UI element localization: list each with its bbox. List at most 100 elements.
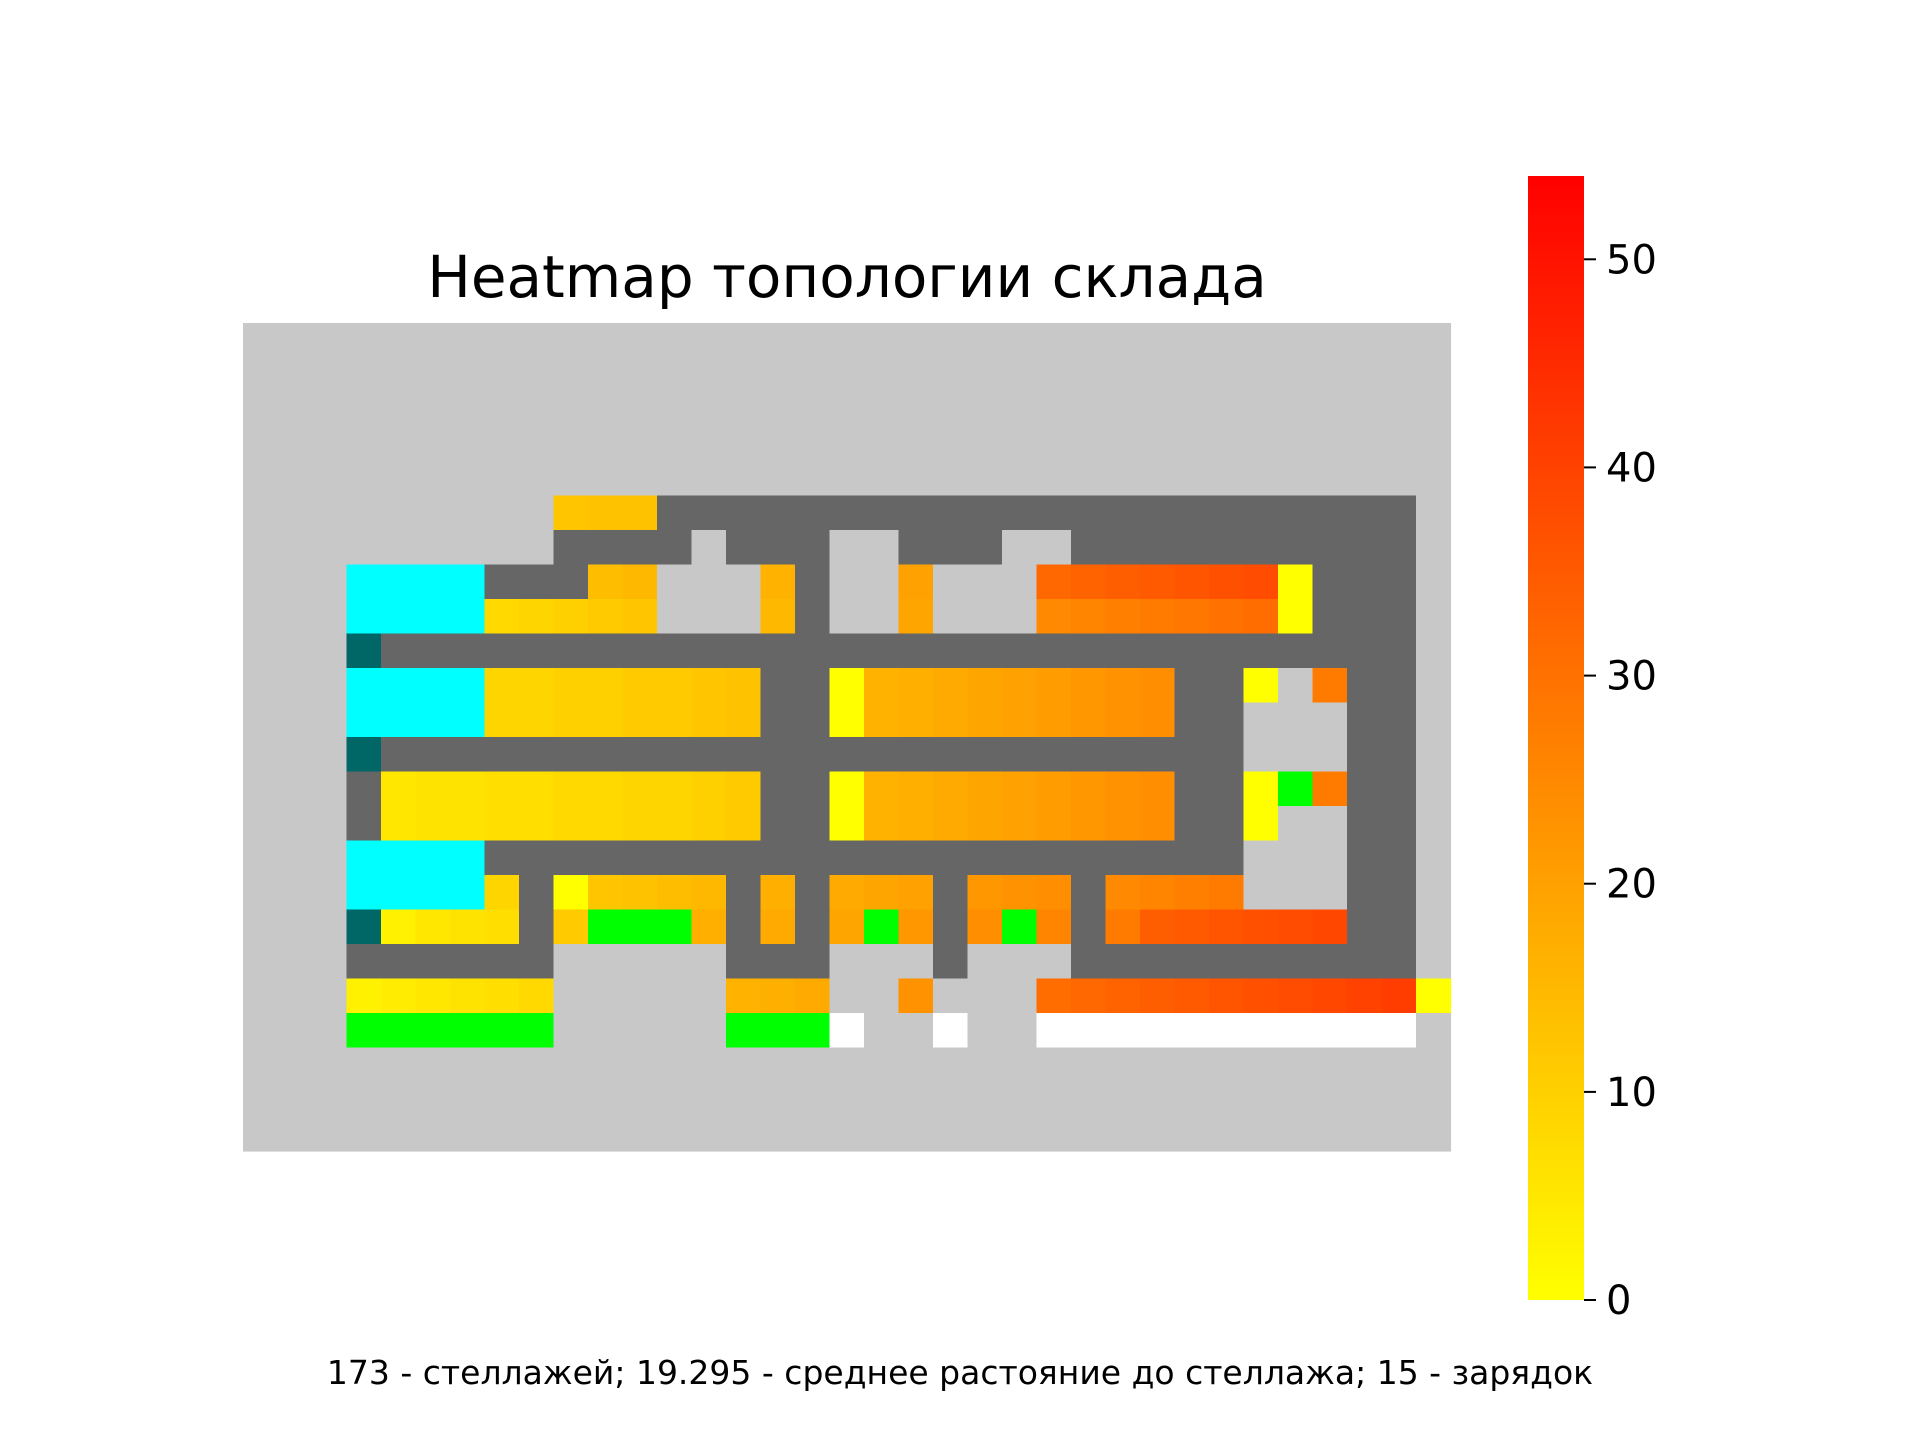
heatmap-cell-outside	[726, 461, 762, 497]
heatmap-cell-outside	[243, 737, 279, 773]
heatmap-cell-aisle	[1381, 530, 1417, 566]
heatmap-cell-outside	[346, 1047, 382, 1083]
heatmap-cell-outside	[933, 426, 969, 462]
heatmap-cell-outside	[1381, 1116, 1417, 1152]
heatmap-cell-outside	[726, 1116, 762, 1152]
heatmap-cell-value	[588, 771, 624, 807]
heatmap-cell-outside	[1209, 357, 1245, 393]
heatmap-cell-outside	[1416, 944, 1452, 980]
heatmap-cell-outside	[1243, 840, 1279, 876]
heatmap-cell-aisle	[795, 840, 831, 876]
heatmap-cell-outside	[553, 461, 589, 497]
colorbar-tick-label: 10	[1606, 1070, 1657, 1116]
heatmap-cell-outside	[691, 978, 727, 1014]
heatmap-cell-outside	[657, 1013, 693, 1049]
heatmap-cell-outside	[691, 323, 727, 359]
heatmap-cell-outside	[829, 530, 865, 566]
heatmap-cell-value	[1209, 564, 1245, 600]
heatmap-cell-outside	[657, 1047, 693, 1083]
heatmap-cell-value	[415, 771, 451, 807]
heatmap-cell-value	[726, 978, 762, 1014]
heatmap-cell-aisle	[553, 737, 589, 773]
heatmap-cell-aisle	[553, 840, 589, 876]
heatmap-cell-outside	[1002, 944, 1038, 980]
heatmap-cell-aisle	[1140, 530, 1176, 566]
heatmap-cell-outside	[1416, 495, 1452, 531]
heatmap-cell-value	[1140, 978, 1176, 1014]
heatmap-cell-value	[829, 771, 865, 807]
heatmap-cell-aisle	[829, 840, 865, 876]
heatmap-cell-outside	[450, 357, 486, 393]
heatmap-cell-value	[1071, 599, 1107, 635]
heatmap-cell-aisle	[1381, 771, 1417, 807]
heatmap-cell-outside	[277, 1013, 313, 1049]
heatmap-cell-green	[415, 1013, 451, 1049]
heatmap-cell-value	[450, 806, 486, 842]
heatmap-cell-value	[519, 599, 555, 635]
colorbar-tick-label: 40	[1606, 445, 1657, 491]
heatmap-cell-zone	[346, 599, 382, 635]
heatmap-cell-outside	[243, 357, 279, 393]
heatmap-cell-green	[657, 909, 693, 945]
heatmap-cell-outside	[1174, 323, 1210, 359]
heatmap-cell-outside	[1140, 357, 1176, 393]
heatmap-cell-aisle	[1002, 840, 1038, 876]
heatmap-cell-outside	[1071, 1047, 1107, 1083]
heatmap-cell-outside	[829, 1082, 865, 1118]
heatmap-cell-aisle	[1209, 944, 1245, 980]
heatmap-cell-aisle	[691, 737, 727, 773]
heatmap-cell-outside	[243, 633, 279, 669]
heatmap-cell-value	[967, 909, 1003, 945]
heatmap-cell-aisle	[1071, 875, 1107, 911]
heatmap-cell-zone	[381, 599, 417, 635]
heatmap-cell-value	[1036, 702, 1072, 738]
heatmap-cell-outside	[1071, 323, 1107, 359]
heatmap-cell-outside	[864, 1047, 900, 1083]
heatmap-cell-aisle	[519, 564, 555, 600]
heatmap-cell-aisle	[346, 771, 382, 807]
heatmap-cell-zone	[415, 875, 451, 911]
heatmap-cell-outside	[553, 392, 589, 428]
heatmap-cell-outside	[829, 1116, 865, 1152]
heatmap-cell-value	[484, 909, 520, 945]
heatmap-cell-outside	[1209, 1047, 1245, 1083]
heatmap-cell-value	[898, 564, 934, 600]
heatmap-cell-value	[864, 806, 900, 842]
heatmap-cell-aisle	[1381, 875, 1417, 911]
heatmap-cell-outside	[898, 426, 934, 462]
heatmap-cell-outside	[898, 1047, 934, 1083]
heatmap-cell-outside	[519, 323, 555, 359]
heatmap-cell-outside	[243, 392, 279, 428]
heatmap-cell-outside	[450, 495, 486, 531]
heatmap-cell-aisle	[1209, 840, 1245, 876]
heatmap-cell-outside	[243, 944, 279, 980]
heatmap-cell-value	[657, 806, 693, 842]
heatmap-cell-value	[1071, 806, 1107, 842]
heatmap-cell-outside	[1312, 702, 1348, 738]
heatmap-cell-outside	[450, 426, 486, 462]
heatmap-cell-outside	[829, 599, 865, 635]
heatmap-cell-outside	[1416, 909, 1452, 945]
heatmap-cell-aisle	[1347, 944, 1383, 980]
heatmap-cell-outside	[588, 426, 624, 462]
heatmap-cell-value	[450, 978, 486, 1014]
heatmap-cell-value	[588, 806, 624, 842]
heatmap-cell-outside	[277, 633, 313, 669]
heatmap-cell-outside	[277, 875, 313, 911]
heatmap-cell-value	[726, 668, 762, 704]
heatmap-cell-green	[346, 1013, 382, 1049]
heatmap-cell-aisle	[1278, 944, 1314, 980]
heatmap-cell-aisle	[795, 702, 831, 738]
heatmap-cell-value	[1140, 771, 1176, 807]
heatmap-cell-value	[1278, 599, 1314, 635]
heatmap-cell-outside	[312, 1116, 348, 1152]
heatmap-cell-outside	[1174, 357, 1210, 393]
heatmap-cell-aisle	[795, 944, 831, 980]
heatmap-cell-aisle	[1243, 944, 1279, 980]
heatmap-cell-outside	[553, 1013, 589, 1049]
heatmap-cell-outside	[484, 1082, 520, 1118]
heatmap-cell-aisle	[1209, 633, 1245, 669]
heatmap-cell-outside	[898, 944, 934, 980]
heatmap-cell-outside	[864, 530, 900, 566]
heatmap-cell-zone	[346, 875, 382, 911]
